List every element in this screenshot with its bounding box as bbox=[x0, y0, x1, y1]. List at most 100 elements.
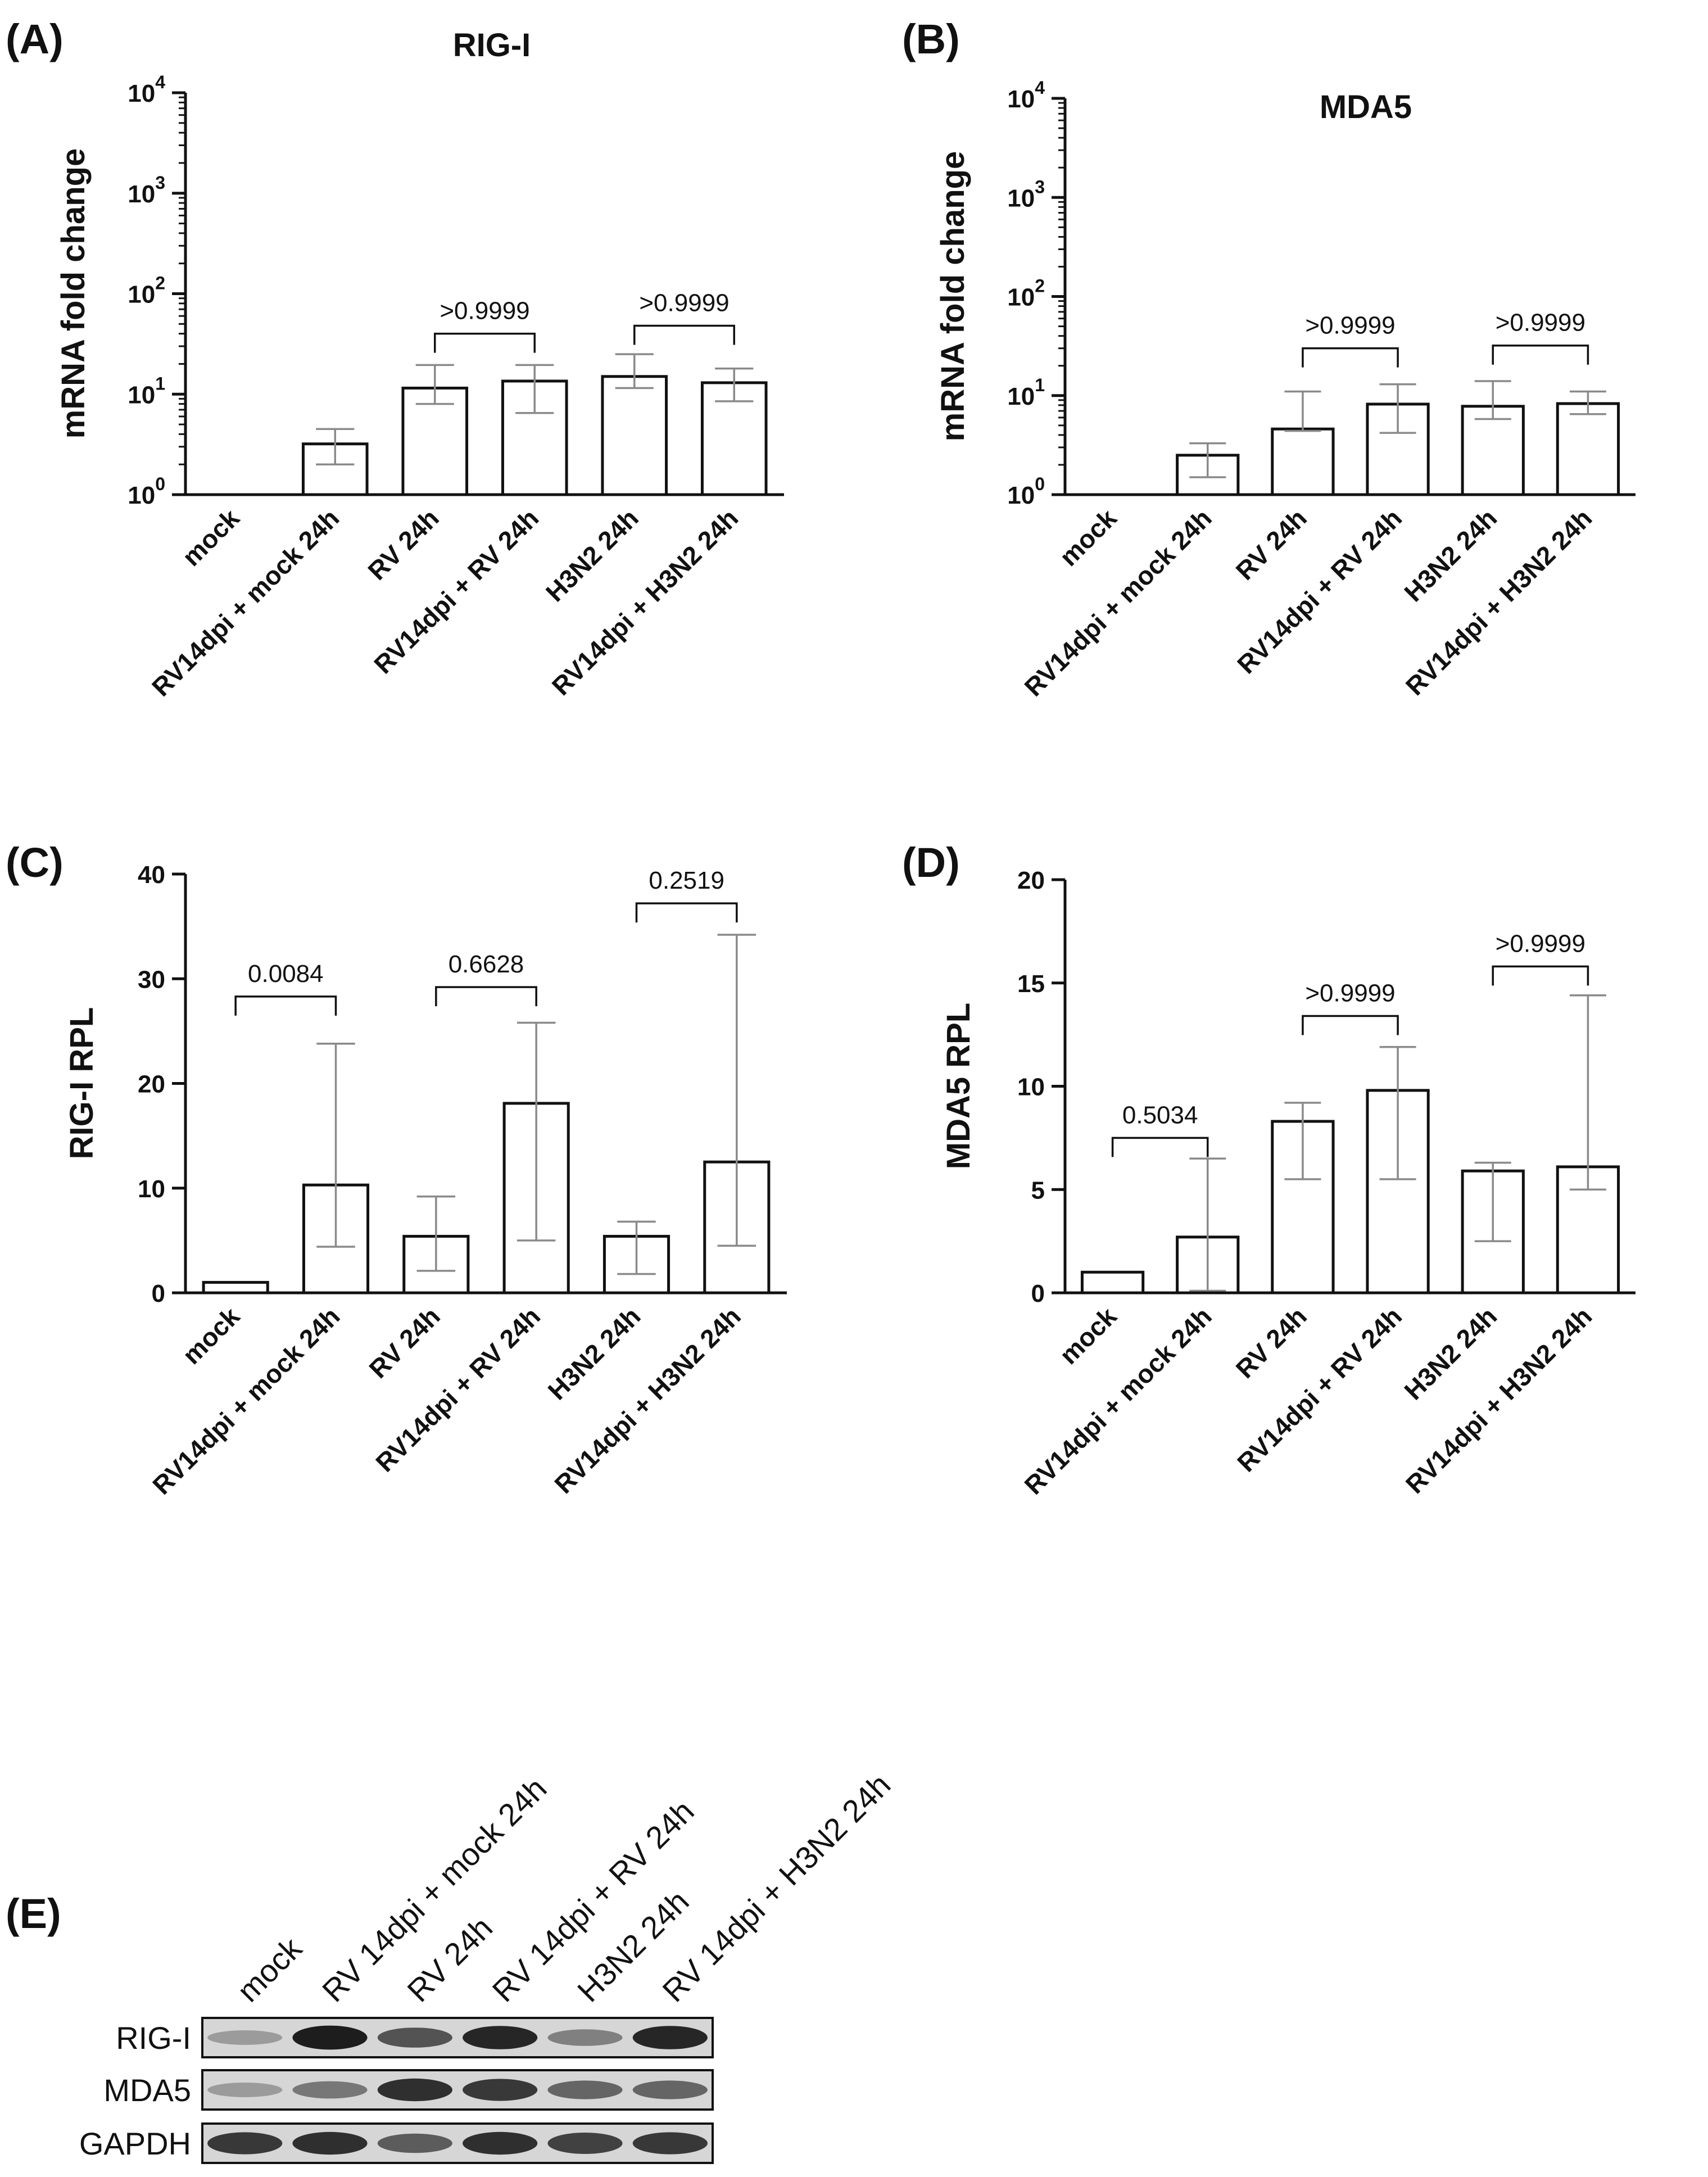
panel-b-significance-bracket bbox=[1492, 344, 1589, 365]
blot-strip bbox=[201, 2017, 714, 2058]
blot-lane-label: mock bbox=[230, 1930, 309, 2009]
panel-a-chart: (A) RIG-I mRNA fold change 100 101 102 103 104… bbox=[6, 16, 784, 702]
panel-c-y-tick-label: 30 bbox=[138, 966, 165, 993]
panel-c-significance-bracket bbox=[234, 995, 337, 1016]
panel-c-category-label: RV14dpi + mock 24h bbox=[147, 1301, 345, 1500]
panel-b-category-label: RV14dpi + RV 24h bbox=[1231, 503, 1407, 679]
panel-c-category-label: mock bbox=[176, 1301, 245, 1370]
panel-c-category-label: H3N2 24h bbox=[542, 1301, 646, 1405]
panel-d-significance-bracket bbox=[1111, 1137, 1209, 1157]
panel-d-y-axis-label: MDA5 RPL bbox=[940, 1003, 977, 1169]
panel-c-y-tick-label: 20 bbox=[138, 1071, 165, 1098]
panel-c-y-axis-label: RIG-I RPL bbox=[64, 1007, 100, 1160]
panel-b-category-label: RV14dpi + mock 24h bbox=[1018, 503, 1217, 701]
panel-a-y-tick-label: 104 bbox=[128, 72, 165, 107]
blot-band bbox=[292, 2025, 368, 2050]
panel-d-significance-bracket bbox=[1302, 1015, 1399, 1035]
panel-d-category-label: RV 24h bbox=[1230, 1301, 1312, 1383]
panel-c-category-label: RV14dpi + RV 24h bbox=[370, 1301, 546, 1477]
panel-a-p-value: >0.9999 bbox=[440, 297, 529, 325]
panel-c-category-label: RV 24h bbox=[363, 1301, 445, 1383]
panel-a-y-tick-label: 100 bbox=[128, 474, 165, 509]
panel-b-title: MDA5 bbox=[1320, 89, 1412, 125]
blot-lane-label: RV 14dpi + H3N2 24h bbox=[655, 1767, 897, 2008]
panel-b-bar bbox=[1461, 405, 1525, 496]
blot-band bbox=[292, 2131, 368, 2155]
panel-d-letter: (D) bbox=[902, 839, 960, 886]
panel-a-p-value: >0.9999 bbox=[639, 289, 729, 316]
panel-a-category-label: mock bbox=[176, 503, 245, 572]
panel-c-p-value: 0.0084 bbox=[248, 960, 324, 988]
blot-band bbox=[292, 2081, 368, 2099]
panel-b-letter: (B) bbox=[902, 16, 960, 62]
panel-d-significance-bracket bbox=[1492, 965, 1589, 986]
panel-c-y-tick-label: 10 bbox=[138, 1175, 165, 1203]
panel-d-category-label: RV14dpi + mock 24h bbox=[1018, 1301, 1217, 1500]
panel-c-p-value: 0.6628 bbox=[448, 951, 524, 978]
blot-strip bbox=[201, 2122, 714, 2164]
panel-d-bar bbox=[1080, 1270, 1145, 1295]
blot-strip bbox=[201, 2069, 714, 2111]
blot-band bbox=[377, 2027, 452, 2048]
panel-c-y-tick-label: 0 bbox=[152, 1280, 165, 1307]
panel-b-y-tick-label: 104 bbox=[1007, 78, 1045, 113]
panel-b-significance-bracket bbox=[1302, 347, 1399, 368]
panel-b-category-label: RV 24h bbox=[1230, 503, 1312, 585]
panel-a-category-label: RV14dpi + mock 24h bbox=[146, 503, 345, 701]
blot-band bbox=[207, 2083, 283, 2097]
panel-d-p-value: 0.5034 bbox=[1122, 1101, 1198, 1129]
panel-d-y-tick-label: 20 bbox=[1017, 867, 1045, 894]
panel-b-p-value: >0.9999 bbox=[1305, 312, 1395, 340]
panel-d-category-label: H3N2 24h bbox=[1398, 1301, 1502, 1405]
panel-d-p-value: >0.9999 bbox=[1305, 980, 1395, 1007]
panel-b-y-tick-label: 101 bbox=[1007, 375, 1045, 410]
panel-a-y-tick-label: 103 bbox=[128, 173, 165, 208]
blot-row-label: MDA5 bbox=[103, 2072, 191, 2108]
panel-d-category-label: RV14dpi + H3N2 24h bbox=[1400, 1301, 1598, 1499]
panel-a-category-label: H3N2 24h bbox=[540, 503, 644, 607]
blot-band bbox=[463, 2079, 538, 2101]
panel-c-significance-bracket bbox=[435, 986, 537, 1007]
panel-a-letter: (A) bbox=[6, 16, 64, 62]
blot-band bbox=[632, 2080, 708, 2099]
panel-a-significance-bracket bbox=[434, 332, 536, 353]
panel-d-category-label: RV14dpi + RV 24h bbox=[1231, 1301, 1407, 1477]
panel-b-category-label: RV14dpi + H3N2 24h bbox=[1400, 503, 1598, 701]
blot-band bbox=[377, 2078, 452, 2102]
panel-b-bar bbox=[1271, 427, 1335, 496]
panel-a-category-label: RV14dpi + H3N2 24h bbox=[546, 503, 744, 701]
panel-c-letter: (C) bbox=[6, 839, 64, 886]
panel-d-y-tick-label: 15 bbox=[1017, 970, 1045, 998]
panel-b-y-tick-label: 100 bbox=[1007, 474, 1045, 509]
blot-band bbox=[547, 2029, 623, 2046]
blot-band bbox=[463, 2131, 538, 2155]
blot-row-label: GAPDH bbox=[79, 2126, 191, 2161]
panel-b-bar bbox=[1556, 402, 1620, 496]
panel-d-y-tick-label: 5 bbox=[1031, 1176, 1045, 1204]
panel-b-chart: (B) MDA5 mRNA fold change 100 101 102 103 104 m… bbox=[902, 16, 1635, 702]
panel-a-category-label: RV 24h bbox=[362, 503, 444, 585]
panel-e-letter: (E) bbox=[6, 1890, 61, 1937]
panel-c-category-label: RV14dpi + H3N2 24h bbox=[549, 1301, 746, 1499]
panel-a-significance-bracket bbox=[633, 324, 735, 345]
panel-b-y-axis-label: mRNA fold change bbox=[935, 151, 971, 442]
blot-band bbox=[547, 2080, 623, 2099]
blot-band bbox=[463, 2026, 538, 2049]
panel-c-significance-bracket bbox=[635, 902, 738, 923]
panel-c-bar bbox=[202, 1280, 269, 1295]
panel-a-title: RIG-I bbox=[453, 27, 531, 64]
panel-a-y-tick-label: 102 bbox=[128, 273, 165, 309]
panel-a-bar bbox=[601, 375, 668, 496]
blot-band bbox=[632, 2026, 708, 2049]
blot-band bbox=[547, 2133, 623, 2154]
panel-d-y-tick-label: 0 bbox=[1031, 1280, 1045, 1307]
panel-b-p-value: >0.9999 bbox=[1496, 309, 1585, 337]
panel-b-y-tick-label: 102 bbox=[1007, 276, 1045, 311]
panel-d-p-value: >0.9999 bbox=[1496, 930, 1585, 957]
blot-band bbox=[377, 2133, 452, 2153]
blot-band bbox=[207, 2132, 283, 2155]
